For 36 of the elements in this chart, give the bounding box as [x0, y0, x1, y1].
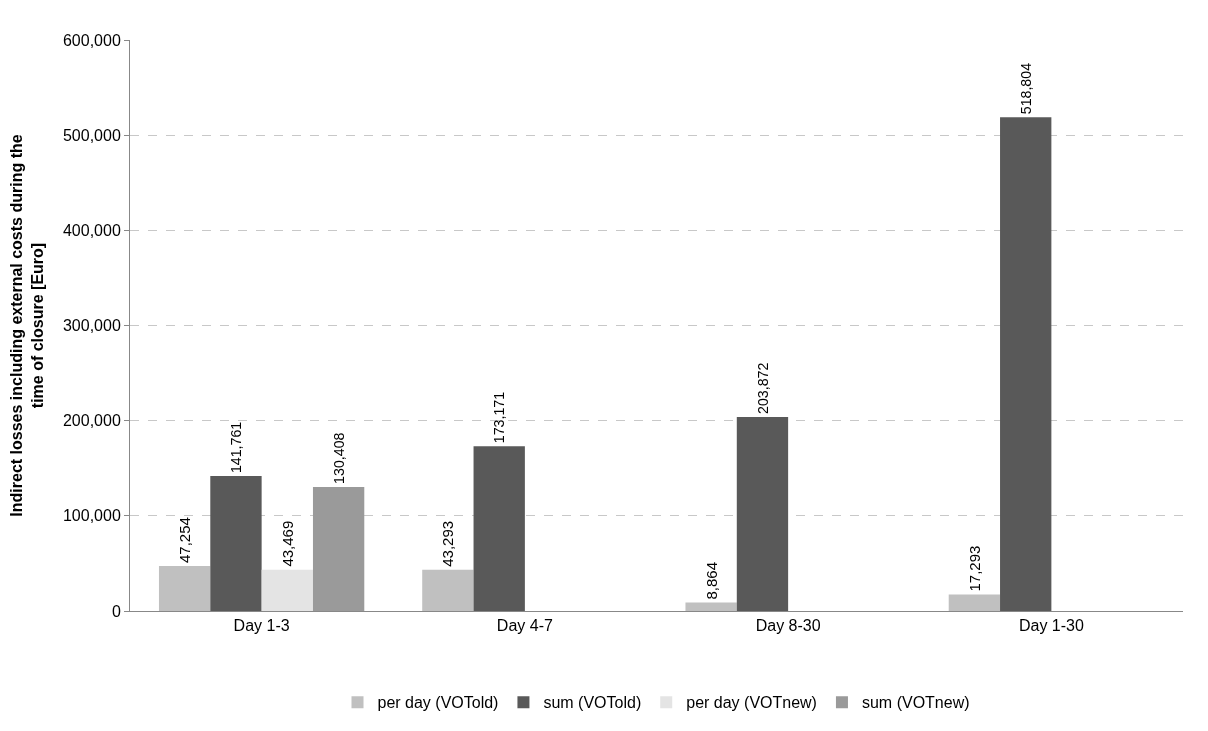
data-label: 17,293 — [965, 545, 983, 592]
y-tick-label: 500,000 — [62, 126, 121, 144]
bar — [1000, 117, 1052, 611]
legend-label: per day (VOTold) — [377, 694, 499, 712]
bar — [210, 476, 262, 611]
data-label: 8,864 — [702, 562, 720, 600]
x-tick-label: Day 1-30 — [1018, 617, 1084, 635]
legend-label: sum (VOTold) — [543, 694, 642, 712]
data-label: 203,872 — [754, 362, 771, 414]
data-label: 141,761 — [228, 421, 245, 474]
bar — [312, 486, 365, 611]
data-label: 47,254 — [176, 517, 194, 564]
y-tick-label: 0 — [111, 602, 121, 620]
bar — [158, 566, 211, 611]
data-label: 518,804 — [1017, 62, 1034, 115]
data-label: 43,293 — [439, 520, 457, 567]
y-tick-label: 600,000 — [62, 31, 121, 49]
data-label: 43,469 — [278, 520, 296, 567]
y-axis-title: Indirect losses including external costs during the time of closure [Euro] — [8, 134, 46, 517]
y-tick-label: 200,000 — [62, 412, 121, 430]
bar — [685, 602, 737, 611]
y-tick-label: 100,000 — [62, 507, 121, 525]
data-label: 173,171 — [491, 391, 508, 444]
bar — [261, 569, 313, 611]
bar — [473, 446, 525, 611]
data-label: 130,408 — [330, 432, 347, 484]
legend-label: per day (VOTnew) — [686, 694, 817, 712]
bar — [948, 594, 1001, 611]
bar — [422, 569, 474, 611]
x-tick-label: Day 1-3 — [233, 617, 290, 635]
x-tick-label: Day 8-30 — [755, 617, 821, 635]
bar — [736, 416, 789, 611]
y-tick-label: 300,000 — [62, 317, 121, 335]
y-tick-label: 400,000 — [62, 221, 121, 239]
x-tick-label: Day 4-7 — [496, 617, 553, 635]
legend-label: sum (VOTnew) — [861, 694, 970, 712]
